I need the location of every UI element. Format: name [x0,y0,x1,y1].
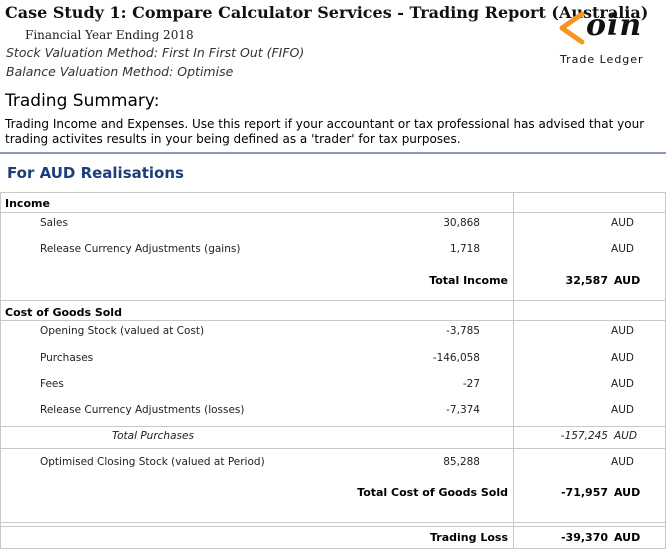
table-row-currency: AUD [611,217,634,229]
trading-loss-value: -39,370 [560,531,608,544]
table-row-currency: AUD [611,243,634,255]
trading-summary-description: Trading Income and Expenses. Use this re… [5,117,645,146]
table-row-value: 1,718 [449,243,480,255]
logo-word: oin [586,8,643,43]
total-purchases-label: Total Purchases [112,430,194,442]
table-rule [0,526,666,527]
stock-valuation-method: Stock Valuation Method: First In First O… [6,45,305,60]
logo-c-mark-icon [559,11,585,45]
report-title: Case Study 1: Compare Calculator Service… [5,3,649,22]
cogs-heading: Cost of Goods Sold [5,306,122,319]
balance-valuation-method: Balance Valuation Method: Optimise [6,64,234,79]
total-purchases-value: -157,245 [560,430,608,442]
closing-stock-value: 85,288 [443,456,480,468]
total-income-currency: AUD [614,274,641,287]
table-rule [0,448,666,449]
table-row-value: -3,785 [446,325,480,337]
coin-trade-ledger-logo: oin Trade Ledger [552,2,664,68]
closing-stock-label: Optimised Closing Stock (valued at Perio… [40,456,265,468]
total-cogs-label: Total Cost of Goods Sold [357,486,508,499]
table-rule [0,300,666,301]
table-rule [0,320,666,321]
closing-stock-currency: AUD [611,456,634,468]
table-row-label: Sales [40,217,68,229]
table-row-label: Release Currency Adjustments (losses) [40,404,245,416]
logo-subtitle: Trade Ledger [560,53,644,66]
table-row-currency: AUD [611,404,634,416]
table-rule [0,212,666,213]
table-rule [513,192,514,548]
section-title: For AUD Realisations [7,164,184,182]
income-heading: Income [5,197,50,210]
total-income-value: 32,587 [565,274,608,287]
total-cogs-value: -71,957 [560,486,608,499]
table-row-label: Fees [40,378,64,390]
table-row-value: -27 [462,378,480,390]
table-row-currency: AUD [611,378,634,390]
trading-report-table: Income Sales 30,868 AUD Release Currency… [0,192,666,552]
total-cogs-currency: AUD [614,486,641,499]
table-rule [0,548,666,549]
table-row-label: Purchases [40,352,94,364]
financial-year: Financial Year Ending 2018 [25,28,194,42]
table-row-label: Release Currency Adjustments (gains) [40,243,241,255]
table-rule [0,426,666,427]
table-row-currency: AUD [611,352,634,364]
trading-summary-heading: Trading Summary: [5,91,160,111]
table-row-value: 30,868 [443,217,480,229]
trading-loss-label: Trading Loss [430,531,508,544]
table-row-label: Opening Stock (valued at Cost) [40,325,205,337]
table-row-value: -7,374 [446,404,480,416]
table-rule [665,192,666,548]
total-income-label: Total Income [429,274,508,287]
table-rule [0,192,1,548]
trading-loss-currency: AUD [614,531,641,544]
table-row-currency: AUD [611,325,634,337]
table-rule [0,522,666,523]
total-purchases-currency: AUD [614,430,637,442]
table-rule [0,192,666,193]
table-row-value: -146,058 [432,352,480,364]
section-divider [0,152,666,154]
